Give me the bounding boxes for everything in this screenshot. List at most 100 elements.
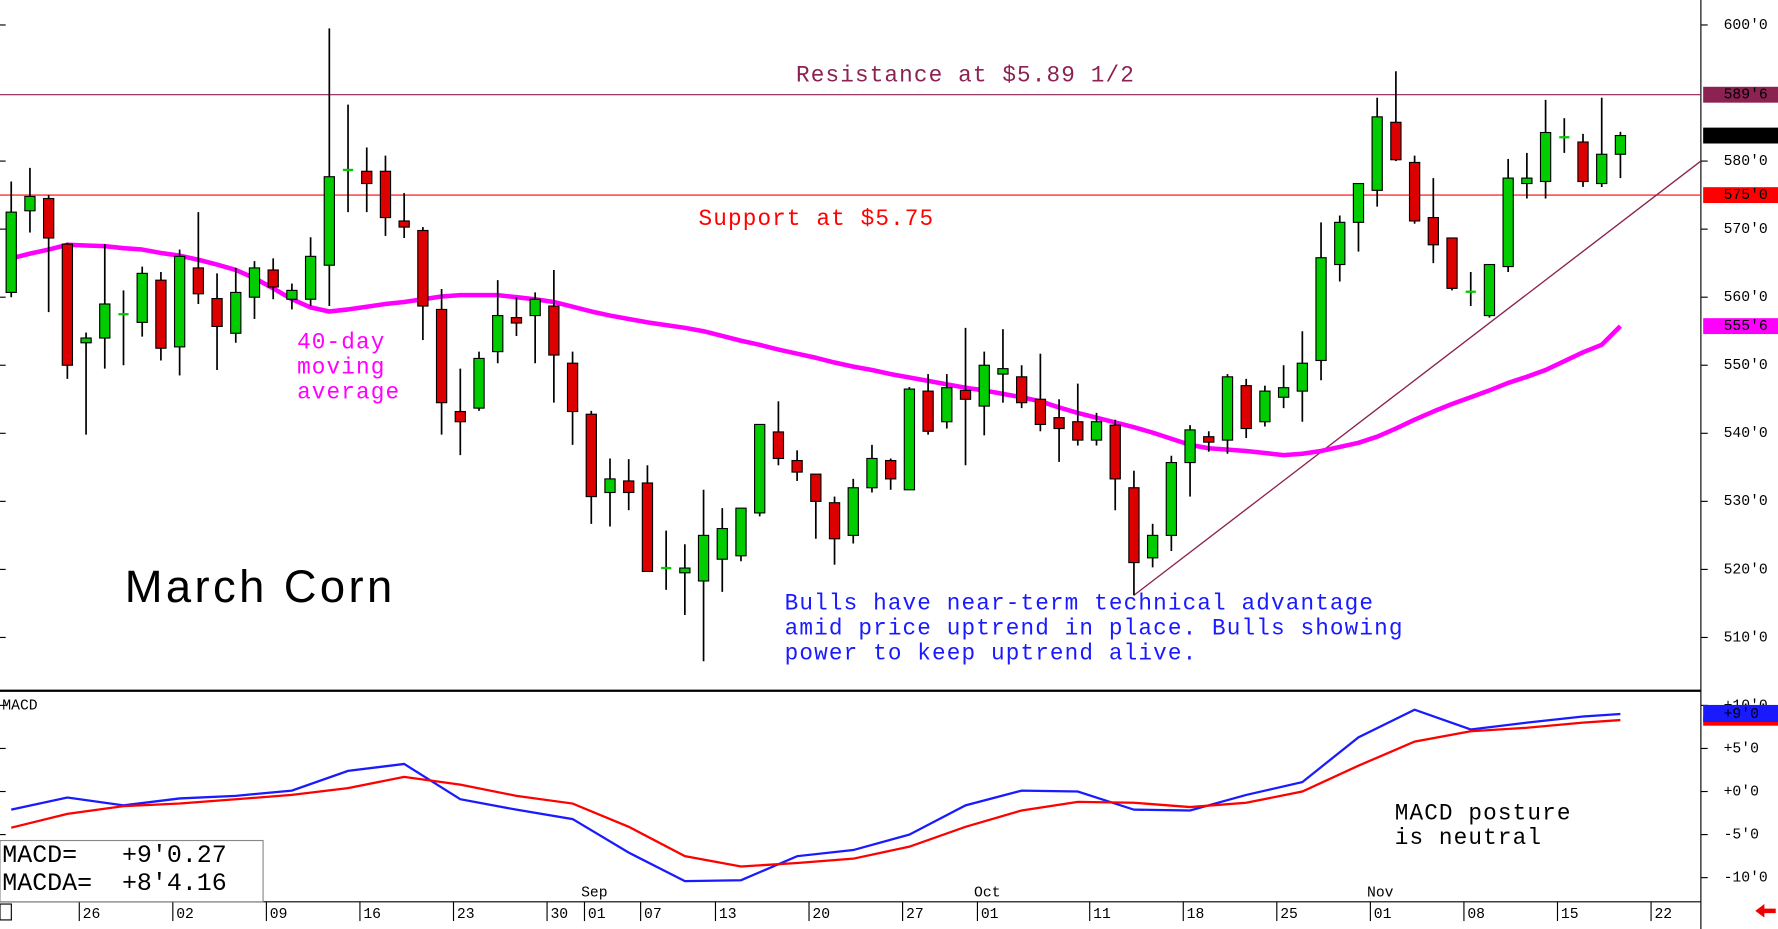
macd-title: MACD xyxy=(2,698,38,714)
macd-legend-entry: MACDA= +8'4.16 xyxy=(2,870,226,898)
price-label-box xyxy=(1703,127,1778,144)
x-tick-label: 07 xyxy=(644,907,662,923)
macd-annotation: is neutral xyxy=(1395,825,1542,851)
candle-body xyxy=(1577,141,1589,183)
macd-y-tick-label: -5'0 xyxy=(1724,827,1759,843)
candle-body xyxy=(1034,398,1047,426)
annotation: amid price uptrend in place. Bulls showi… xyxy=(785,615,1404,641)
support-label: Support at $5.75 xyxy=(699,206,935,232)
candle-body xyxy=(155,279,167,349)
y-tick-label: 600'0 xyxy=(1724,18,1768,34)
price-label: 589'6 xyxy=(1724,88,1768,104)
candle-body xyxy=(267,269,279,288)
x-tick-label: 01 xyxy=(981,907,999,923)
candle-body xyxy=(61,243,74,366)
candle-body xyxy=(286,289,298,300)
x-tick-label: 08 xyxy=(1467,907,1485,923)
y-tick-label: 570'0 xyxy=(1724,222,1768,238)
price-label: 583'6 xyxy=(1724,128,1768,144)
candle-body xyxy=(1072,421,1084,441)
price-label-box xyxy=(1703,86,1778,103)
candle-body xyxy=(398,220,410,228)
x-tick-label: 26 xyxy=(83,907,101,923)
x-tick-label: 01 xyxy=(588,907,606,923)
candle-body xyxy=(1334,221,1346,266)
candle-body xyxy=(1390,121,1402,161)
candle-body xyxy=(1184,429,1196,464)
candle-body xyxy=(173,255,186,348)
candle-body xyxy=(417,229,429,307)
candle-body xyxy=(323,176,335,266)
candle-body xyxy=(361,170,373,185)
macd-y-tick-label: +0'0 xyxy=(1724,784,1759,800)
candle-body xyxy=(529,298,541,317)
candle-body xyxy=(885,459,897,480)
macd-y-tick-label: +5'0 xyxy=(1724,741,1759,757)
resistance-label: Resistance at $5.89 1/2 xyxy=(796,62,1135,88)
candle-body xyxy=(1090,421,1103,441)
candle-body xyxy=(1146,534,1159,559)
candle-body xyxy=(623,480,635,494)
ma-label: 40-day xyxy=(297,330,385,356)
candle-body xyxy=(735,507,747,557)
candle-body xyxy=(772,431,785,460)
x-tick-label: 18 xyxy=(1187,907,1205,923)
candle-body xyxy=(1240,385,1252,430)
candle-body xyxy=(697,534,710,582)
candle-body xyxy=(248,267,261,298)
y-tick-label: 580'0 xyxy=(1724,154,1768,170)
candle-body xyxy=(1483,263,1496,317)
candle-body xyxy=(1165,461,1178,536)
y-tick-label: 560'0 xyxy=(1724,290,1768,306)
y-tick-label: 550'0 xyxy=(1724,358,1768,374)
x-tick-label: 01 xyxy=(1374,907,1392,923)
ma-label: average xyxy=(297,379,400,405)
y-tick-label: 510'0 xyxy=(1724,630,1768,646)
macd-value-label: +9'0 xyxy=(1724,707,1759,723)
price-label: 575'0 xyxy=(1724,188,1768,204)
candle-body xyxy=(922,390,934,432)
candle-body xyxy=(1277,387,1290,398)
candle-body xyxy=(80,337,92,344)
price-label: 555'6 xyxy=(1724,319,1768,335)
x-tick-label: 15 xyxy=(1561,907,1579,923)
candle-body xyxy=(1521,177,1533,185)
y-tick-label: 540'0 xyxy=(1724,426,1768,442)
candle-body xyxy=(548,305,560,356)
candle-body xyxy=(1128,487,1140,564)
y-tick-label: 530'0 xyxy=(1724,494,1768,510)
candle-body xyxy=(1352,182,1365,223)
candle-body xyxy=(379,170,392,219)
x-tick-label: 20 xyxy=(812,907,830,923)
candle-body xyxy=(473,357,485,409)
macd-line xyxy=(10,708,1621,883)
x-tick-label: 27 xyxy=(906,907,924,923)
candle-body xyxy=(304,255,317,300)
candle-body xyxy=(1109,424,1121,480)
candle-body xyxy=(1539,131,1552,183)
candle-body xyxy=(978,364,990,407)
candle-body xyxy=(211,297,223,328)
candle-body xyxy=(1446,237,1458,289)
legend-box xyxy=(0,839,264,903)
candle-body xyxy=(1596,153,1608,185)
macd-y-tick-label: -10'0 xyxy=(1724,871,1768,887)
candle-body xyxy=(1371,116,1383,191)
candle-body xyxy=(1259,390,1271,423)
candle-body xyxy=(42,197,55,239)
candle-body xyxy=(24,195,36,212)
candle-body xyxy=(510,317,523,324)
x-tick-label: 30 xyxy=(550,907,568,923)
month-label: Sep xyxy=(581,886,608,902)
candle-body xyxy=(754,423,766,514)
candle-body xyxy=(454,410,466,423)
candle-body xyxy=(1502,177,1514,268)
candle-body xyxy=(810,473,822,502)
scroll-arrow[interactable] xyxy=(1755,904,1776,918)
month-label: Oct xyxy=(974,886,1001,902)
x-tick-label: 22 xyxy=(1654,907,1672,923)
macd-line xyxy=(10,718,1621,868)
x-tick-label: 23 xyxy=(457,907,475,923)
